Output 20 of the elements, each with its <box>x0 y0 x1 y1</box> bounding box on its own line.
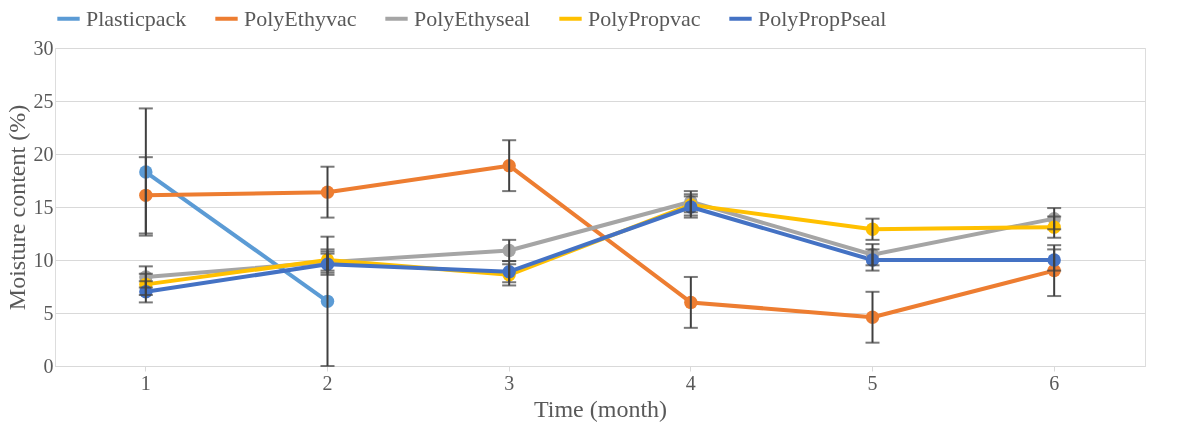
y-tick-label: 15 <box>33 195 54 218</box>
x-tick-label: 3 <box>504 371 515 394</box>
legend-label: PolyEthyvac <box>244 5 357 31</box>
x-tick-label: 2 <box>322 371 333 394</box>
legend-label: PolyEthyseal <box>414 5 531 31</box>
y-tick-label: 30 <box>33 36 54 59</box>
x-tick-label: 6 <box>1049 371 1060 394</box>
y-tick-label: 20 <box>33 142 54 165</box>
y-tick-label: 5 <box>43 301 54 324</box>
legend-label: Plasticpack <box>86 5 187 31</box>
x-tick-label: 1 <box>140 371 151 394</box>
y-tick-label: 0 <box>43 354 54 377</box>
x-tick-label: 5 <box>867 371 878 394</box>
y-tick-label: 25 <box>33 89 54 112</box>
legend-label: PolyPropPseal <box>758 5 887 31</box>
legend-label: PolyPropvac <box>588 5 701 31</box>
y-tick-label: 10 <box>33 248 54 271</box>
y-axis-title: Moisture content (%) <box>3 104 30 311</box>
x-tick-label: 4 <box>685 371 696 394</box>
x-axis-title: Time (month) <box>533 395 668 422</box>
